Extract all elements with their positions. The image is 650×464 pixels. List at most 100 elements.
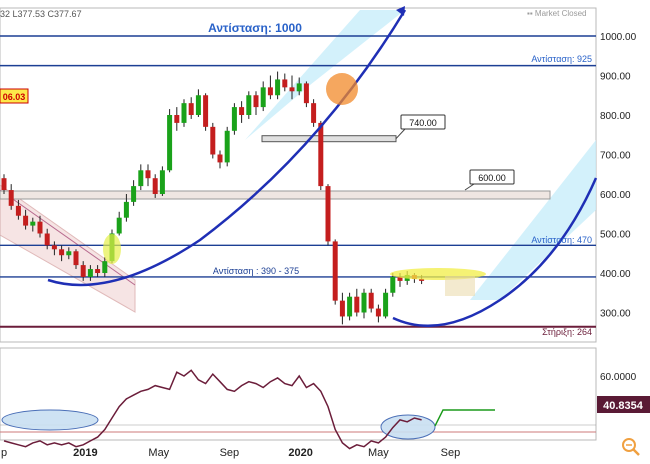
market-status: ▪▪ Market Closed [527,9,586,18]
candle-body [390,276,396,293]
candle-body [318,122,324,187]
candle-body [347,296,353,317]
zone-box-740 [261,135,397,143]
candle-body [267,87,273,96]
y-tick-label: 400.00 [600,269,631,280]
candle-body [138,170,144,187]
candle-body [361,292,367,313]
candle-body [87,269,93,277]
candle-body [59,249,65,256]
candle-body [303,83,309,104]
candle-body [311,103,317,123]
candle-body [181,103,187,123]
uptrend-curve [47,9,407,287]
resistance-label: Αντίσταση : 390 - 375 [213,266,299,276]
callout-600-text: 600.00 [478,173,506,183]
candle-body [174,115,180,123]
candle-body [51,245,57,250]
candle-body [95,269,101,273]
y-tick-label: 500.00 [600,230,631,241]
downtrend-channel [0,184,136,313]
candle-body [368,292,374,309]
price-tag-text: 06.03 [3,92,26,102]
candle-body [282,79,288,88]
candle-body [116,217,122,234]
x-tick-label: p [1,447,7,459]
candle-body [217,154,223,163]
candle-body [123,201,129,218]
rsi-line [3,369,422,450]
candle-body [102,261,108,273]
candle-body [23,215,29,226]
zoom-button[interactable] [620,436,642,458]
x-tick-label: Sep [220,447,240,459]
x-tick-label: May [148,447,169,459]
candle-body [8,190,14,206]
candle-body [375,308,381,317]
resistance-label: Αντίσταση: 470 [531,235,592,245]
candle-body [383,292,389,317]
candle-body [145,170,151,179]
candle-body [195,95,201,115]
rsi-last-value-box [597,396,650,413]
candle-body [325,186,331,242]
recovery-curve [392,177,598,328]
y-tick-label: 600.00 [600,190,631,201]
market-status-dot: ▪▪ [527,9,535,18]
candle-body [15,205,21,216]
magnifier-icon [622,438,640,456]
callout-600-box [469,169,515,185]
candle-body [296,83,302,92]
y-tick-label: 300.00 [600,309,631,320]
top-highlight-circle [326,73,358,105]
resistance-label: Αντίσταση: 925 [531,54,592,64]
recovery-channel [470,140,596,300]
callout-740-box [400,114,446,130]
candle-body [419,278,425,281]
zone-box-600 [0,190,551,200]
candle-body [275,79,281,96]
x-tick-label: 2020 [288,447,312,459]
callout-740-text: 740.00 [409,118,437,128]
candle-body [210,126,216,155]
y-tick-label: 900.00 [600,72,631,83]
y-tick-label: 1000.00 [600,32,637,43]
candle-body [131,186,137,202]
candle-body [224,130,230,163]
x-tick-label: May [368,447,389,459]
candle-body [339,300,345,317]
candle-body [246,95,252,115]
rsi-y-tick-label: 60.0000 [600,372,637,383]
consolidation-box [445,276,475,296]
candle-body [159,170,165,194]
candle-body [239,107,245,115]
candle-body [188,103,194,115]
y-tick-label: 700.00 [600,151,631,162]
x-tick-label: 2019 [73,447,97,459]
x-tick-label: Sep [441,447,461,459]
rsi-breakout-line [434,409,495,427]
rsi-panel-frame [0,347,597,441]
candle-body [1,178,7,191]
price-tag-box [0,88,29,104]
ohlc-readout: 32 L377.53 C377.67 [0,9,82,19]
support-label: Στήριξη: 264 [542,327,592,337]
candle-body [73,251,79,266]
market-status-label: Market Closed [534,9,587,18]
breakout-highlight [103,234,121,264]
candle-body [397,276,403,281]
candle-body [167,115,173,171]
candle-body [44,233,50,246]
y-tick-label: 800.00 [600,111,631,122]
callout-600-pointer [464,183,475,191]
candle-body [231,107,237,131]
candle-body [332,241,338,301]
rsi-low-ellipse-left [1,409,99,431]
resistance-label: Αντίσταση: 1000 [208,21,302,35]
candle-body [30,221,36,226]
rsi-last-value-text: 40.8354 [603,400,644,412]
candle-body [203,95,209,127]
candle-body [152,178,158,194]
